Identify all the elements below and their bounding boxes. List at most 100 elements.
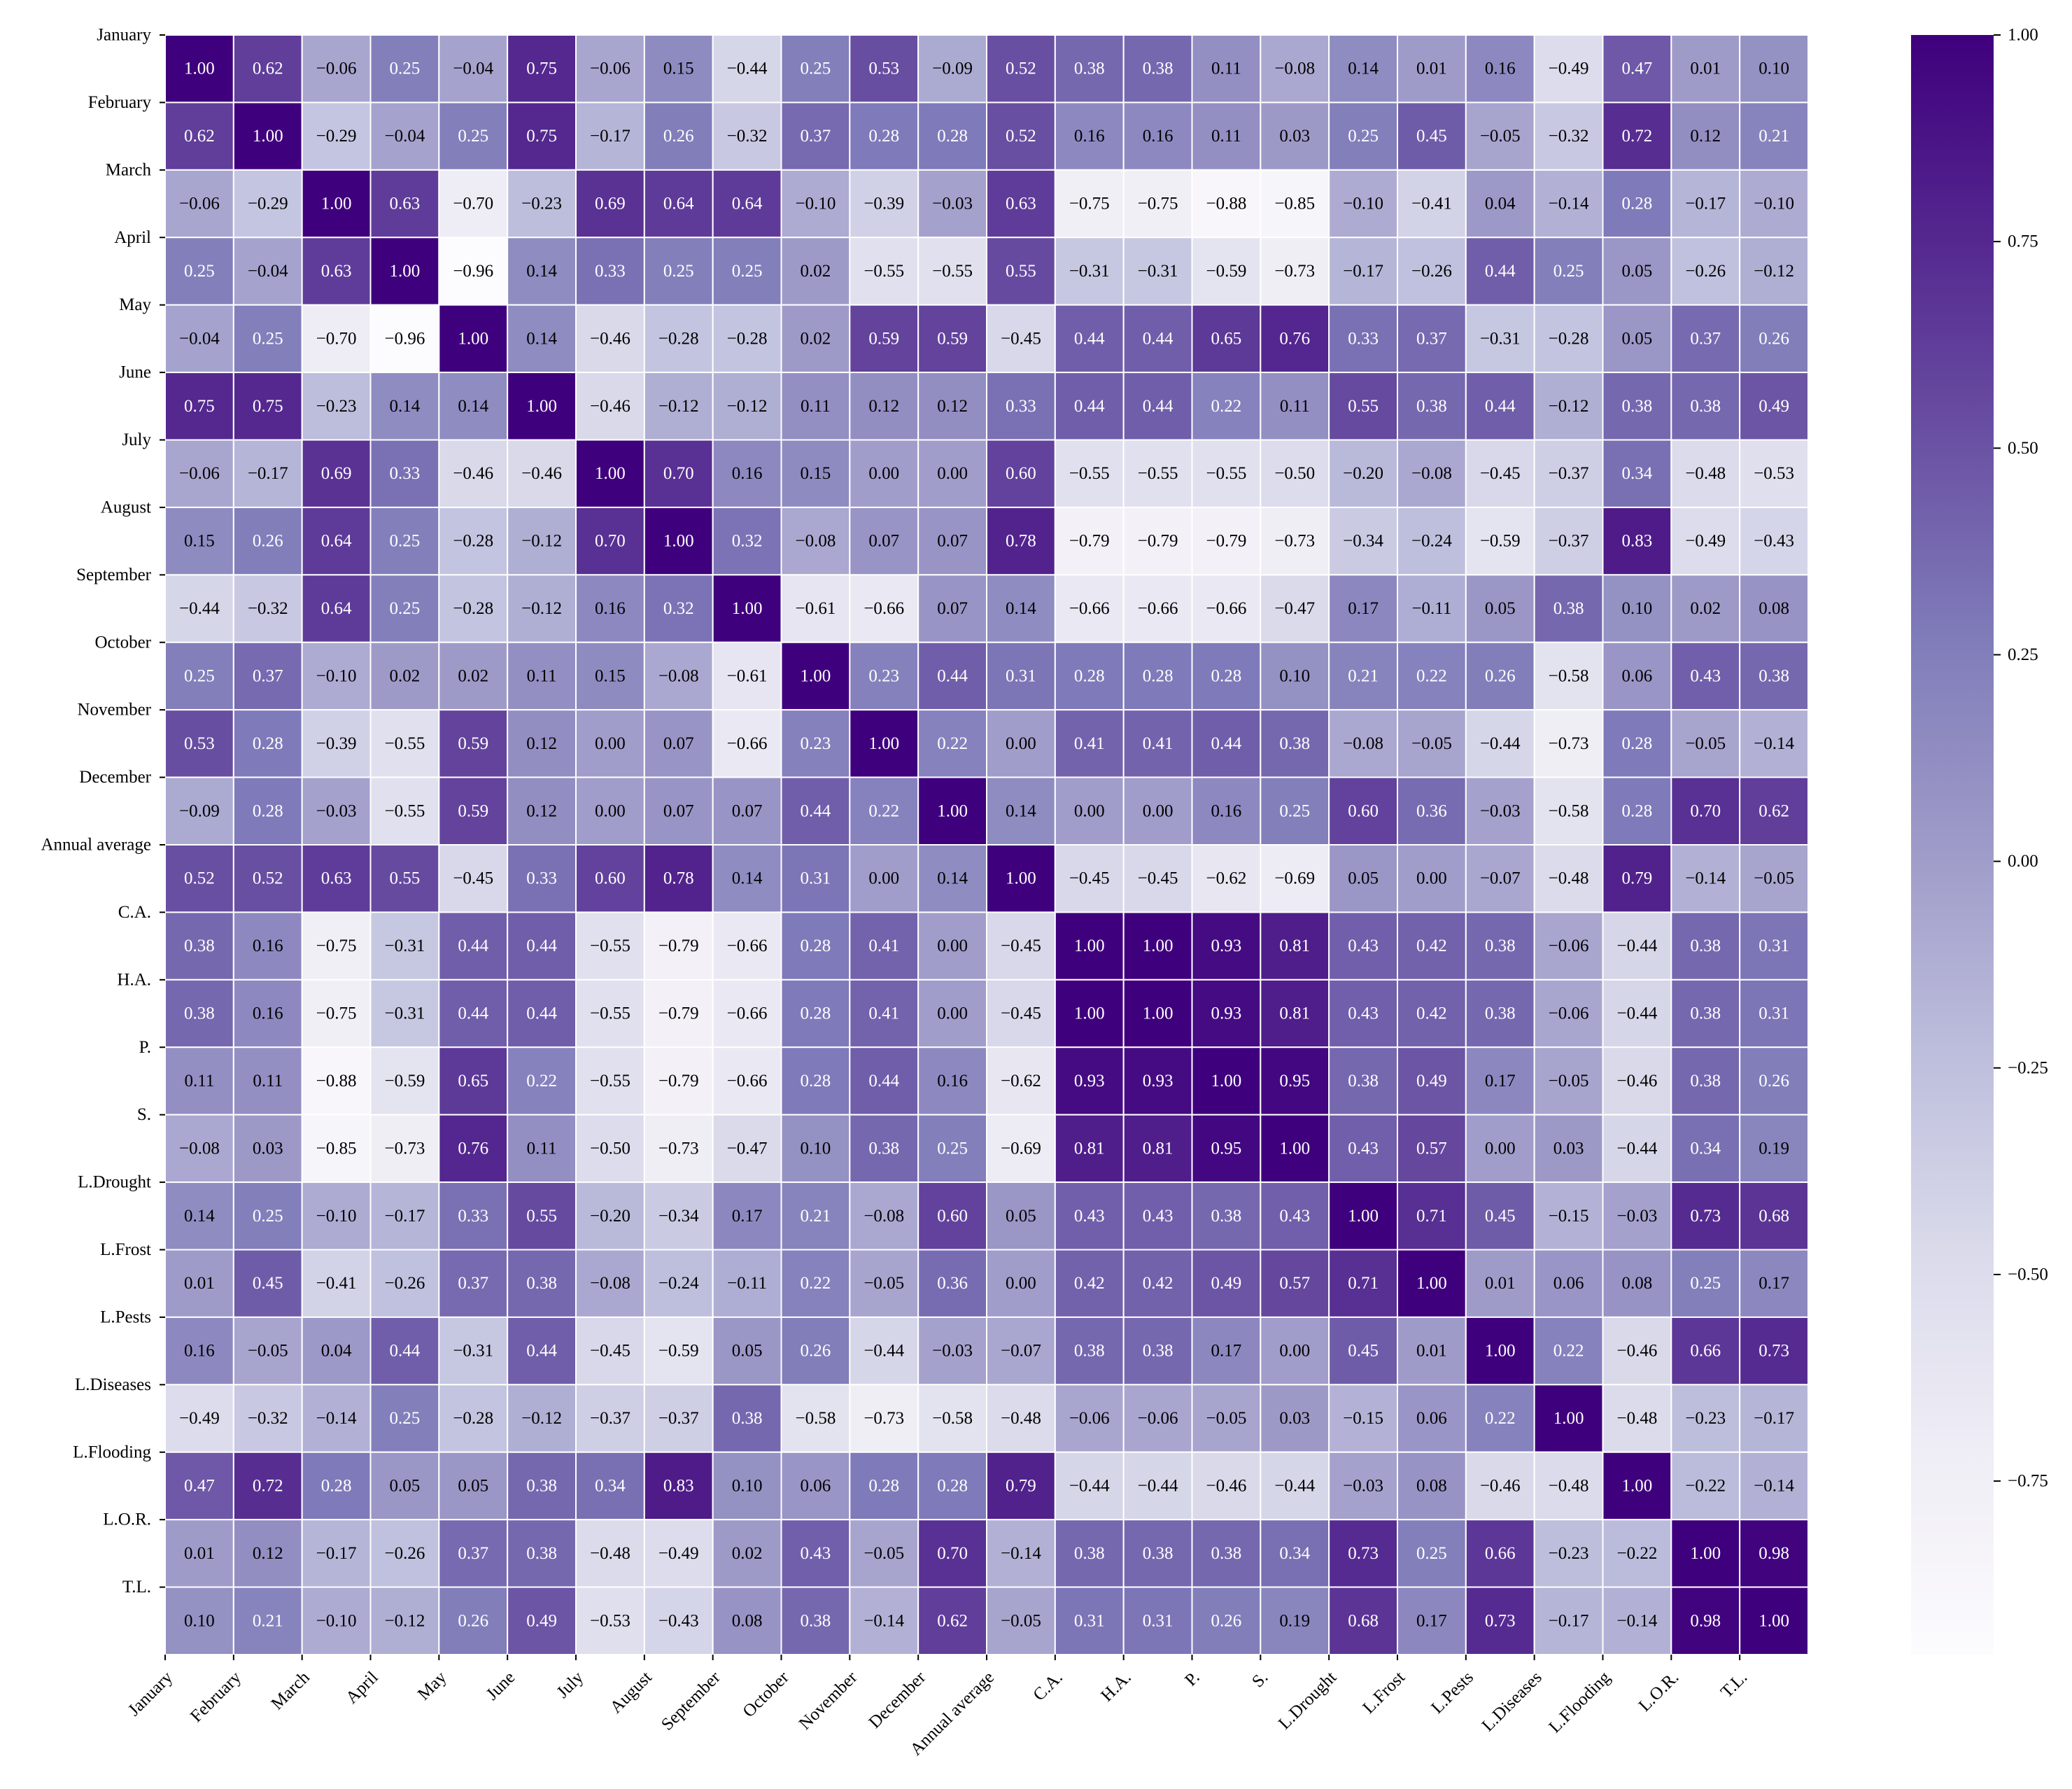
cell-value-label: 0.21 <box>1759 127 1789 146</box>
heatmap-cell <box>712 844 782 913</box>
colorbar-tick-label: 0.75 <box>2008 232 2038 251</box>
cell-value-label: −0.24 <box>658 1274 699 1293</box>
heatmap-cell <box>1397 372 1467 441</box>
heatmap-cell <box>1191 641 1262 711</box>
cell-value-label: −0.12 <box>658 397 699 416</box>
heatmap-cell <box>507 1451 577 1521</box>
cell-value-label: 0.23 <box>868 666 899 685</box>
heatmap-cell <box>575 1519 645 1588</box>
heatmap-cell <box>1191 911 1262 981</box>
cell-value-label: 1.00 <box>1485 1342 1516 1361</box>
cell-value-label: 0.25 <box>1348 127 1379 146</box>
cell-value-label: 0.38 <box>1211 1544 1242 1563</box>
y-axis-label: August <box>101 498 151 517</box>
heatmap-cell <box>507 372 577 441</box>
heatmap-cell <box>164 844 234 913</box>
heatmap-cell <box>1397 709 1467 778</box>
y-axis-label: November <box>77 701 151 720</box>
heatmap-cell <box>712 1046 782 1116</box>
heatmap-cell <box>1328 1181 1398 1251</box>
cell-value-label: −0.05 <box>1754 869 1794 888</box>
cell-value-label: 0.05 <box>1348 869 1379 888</box>
y-axis-label: P. <box>139 1038 151 1057</box>
heatmap-cell <box>986 506 1056 576</box>
heatmap-cell <box>1191 1114 1262 1184</box>
cell-value-label: −0.28 <box>453 532 493 551</box>
cell-value-label: 0.44 <box>868 1072 899 1090</box>
heatmap-cell <box>917 304 987 374</box>
cell-value-label: −0.58 <box>1549 801 1589 820</box>
cell-value-label: −0.88 <box>1206 195 1246 213</box>
cell-value-label: −0.53 <box>590 1611 630 1630</box>
heatmap-cell <box>164 439 234 508</box>
heatmap-cell <box>917 709 987 778</box>
cell-value-label: −0.12 <box>1754 262 1794 281</box>
cell-value-label: −0.58 <box>932 1409 973 1428</box>
cell-value-label: 0.76 <box>458 1139 488 1158</box>
cell-value-label: 0.17 <box>1485 1072 1516 1090</box>
heatmap-cell <box>369 1249 440 1318</box>
cell-value-label: 0.93 <box>1143 1072 1174 1090</box>
cell-value-label: −0.06 <box>1549 936 1589 955</box>
x-axis-label: August <box>607 1668 656 1717</box>
cell-value-label: −0.12 <box>1549 397 1589 416</box>
cell-value-label: 1.00 <box>1416 1274 1447 1293</box>
cell-value-label: −0.17 <box>1343 262 1383 281</box>
cell-value-label: 0.44 <box>1485 397 1516 416</box>
x-axis-label: May <box>414 1668 451 1704</box>
x-axis-label: March <box>268 1668 314 1714</box>
x-axis-label: T.L. <box>1717 1668 1751 1702</box>
cell-value-label: 0.22 <box>801 1274 831 1293</box>
cell-value-label: 0.10 <box>1622 599 1653 618</box>
cell-value-label: −0.45 <box>1138 869 1178 888</box>
heatmap-cell <box>1122 911 1193 981</box>
cell-value-label: 0.08 <box>732 1611 763 1630</box>
heatmap-cell <box>1739 101 1810 171</box>
cell-value-label: −0.73 <box>1274 532 1315 551</box>
colorbar: 1.00 0.75 0.50 0.25 0.00 −0.25 −0.50 −0.75 <box>1911 26 2048 1655</box>
heatmap-cell <box>780 574 851 643</box>
cell-value-label: 0.00 <box>1416 869 1447 888</box>
heatmap-cell <box>232 911 303 981</box>
heatmap-cell <box>232 304 303 374</box>
cell-value-label: −0.85 <box>1274 195 1315 213</box>
heatmap-cell <box>438 978 509 1048</box>
cell-value-label: 0.75 <box>526 127 557 146</box>
cell-value-label: 1.00 <box>390 262 421 281</box>
y-axis-label: February <box>88 93 152 112</box>
heatmap-cell <box>1602 844 1672 913</box>
cell-value-label: 1.00 <box>1074 1004 1105 1023</box>
heatmap-cell <box>1465 1249 1535 1318</box>
heatmap-cell <box>301 1114 372 1184</box>
heatmap-cell <box>1397 439 1467 508</box>
cell-value-label: −0.43 <box>658 1611 699 1630</box>
x-axis-label: L.Diseases <box>1479 1668 1546 1735</box>
cell-value-label: 0.15 <box>595 666 626 685</box>
cell-value-label: 1.00 <box>1690 1544 1721 1563</box>
heatmap-cell <box>1739 1586 1810 1655</box>
cell-value-label: 0.65 <box>458 1072 488 1090</box>
heatmap-cell <box>1328 1249 1398 1318</box>
cell-value-label: 0.00 <box>1485 1139 1516 1158</box>
cell-value-label: 0.26 <box>253 532 283 551</box>
cell-value-label: −0.62 <box>1206 869 1246 888</box>
cell-value-label: −0.04 <box>453 59 493 78</box>
cell-value-label: 0.98 <box>1759 1544 1789 1563</box>
cell-value-label: 0.44 <box>801 801 831 820</box>
heatmap-cell <box>1670 304 1741 374</box>
cell-value-label: 0.12 <box>868 397 899 416</box>
y-axis-label: T.L. <box>122 1578 151 1597</box>
y-axis-label: January <box>97 26 151 45</box>
cell-value-label: 0.64 <box>732 195 763 213</box>
cell-value-label: 0.38 <box>526 1274 557 1293</box>
cell-value-label: 0.44 <box>526 1342 557 1361</box>
heatmap-cell <box>849 304 919 374</box>
heatmap-cell <box>1260 911 1330 981</box>
cell-value-label: 0.10 <box>801 1139 831 1158</box>
heatmap-cell <box>1739 439 1810 508</box>
cell-value-label: 0.25 <box>663 262 694 281</box>
heatmap-cell <box>712 1181 782 1251</box>
cell-value-label: 0.64 <box>321 532 352 551</box>
cell-value-label: 0.63 <box>321 869 352 888</box>
heatmap-cell <box>507 304 577 374</box>
